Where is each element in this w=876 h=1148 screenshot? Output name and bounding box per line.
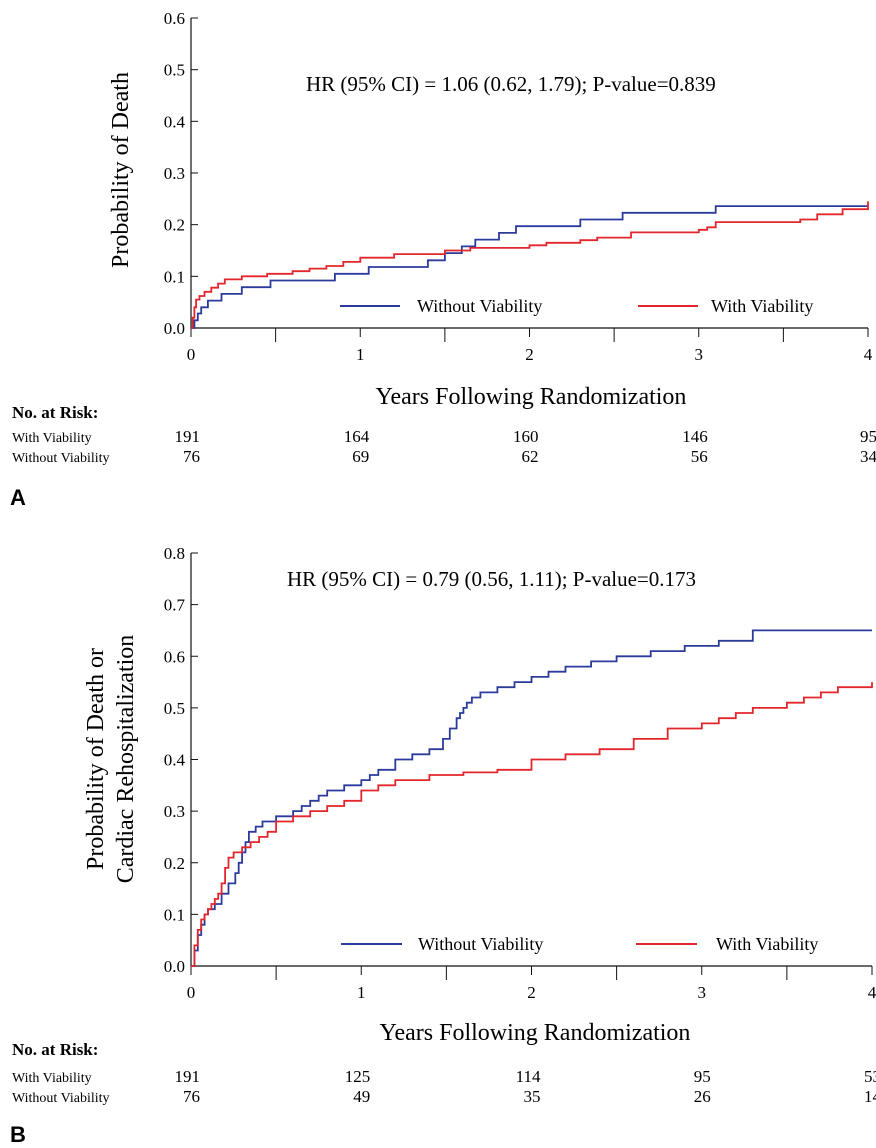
x-tick-label: 4: [868, 983, 876, 1002]
y-tick-label: 0.3: [164, 164, 185, 183]
risk-count-without: 14: [864, 1087, 876, 1106]
y-tick-label: 0.1: [164, 267, 185, 286]
risk-count-without: 62: [522, 447, 539, 466]
y-tick-label: 0.4: [164, 112, 186, 131]
risk-count-with: 125: [345, 1067, 371, 1086]
y-axis-title: Probability of Death or: [83, 648, 109, 870]
y-tick-label: 0.6: [164, 647, 185, 666]
x-tick-label: 3: [698, 983, 707, 1002]
risk-label-without: Without Viability: [12, 1091, 110, 1106]
risk-count-without: 35: [524, 1087, 541, 1106]
km-curve-with-viability: [191, 682, 873, 967]
y-tick-label: 0.7: [164, 596, 186, 615]
risk-count-with: 191: [175, 1067, 201, 1086]
x-tick-label: 0: [187, 345, 196, 364]
risk-label-without: Without Viability: [12, 451, 110, 466]
x-axis-title: Years Following Randomization: [376, 384, 687, 410]
x-tick-label: 3: [695, 345, 704, 364]
y-tick-label: 0.2: [164, 216, 185, 235]
y-tick-label: 0.4: [164, 751, 186, 770]
risk-count-with: 164: [344, 427, 370, 446]
y-tick-label: 0.0: [164, 957, 185, 976]
risk-count-without: 26: [694, 1087, 711, 1106]
panel-letter: B: [10, 1122, 26, 1147]
y-tick-label: 0.5: [164, 699, 185, 718]
hr-annotation: HR (95% CI) = 0.79 (0.56, 1.11); P-value…: [287, 567, 696, 591]
legend-label-with: With Viability: [716, 934, 818, 954]
km-curve-without-viability: [191, 205, 868, 329]
x-tick-label: 4: [864, 345, 873, 364]
y-tick-label: 0.6: [164, 9, 185, 28]
y-tick-label: 0.2: [164, 854, 185, 873]
panel-letter: A: [10, 485, 26, 510]
y-tick-label: 0.8: [164, 544, 185, 563]
legend-label-with: With Viability: [711, 296, 813, 316]
x-axis-title: Years Following Randomization: [380, 1020, 691, 1046]
risk-count-without: 69: [352, 447, 369, 466]
km-curve-without-viability: [191, 629, 872, 967]
y-tick-label: 0.3: [164, 802, 185, 821]
risk-count-without: 56: [691, 447, 708, 466]
y-axis-title: Cardiac Rehospitalization: [113, 635, 139, 884]
x-tick-label: 0: [187, 983, 196, 1002]
risk-count-without: 76: [183, 447, 200, 466]
risk-count-without: 34: [860, 447, 876, 466]
y-tick-label: 0.0: [164, 319, 185, 338]
risk-count-with: 114: [516, 1067, 541, 1086]
risk-label-with: With Viability: [12, 1071, 92, 1086]
risk-count-with: 95: [860, 427, 876, 446]
x-tick-label: 1: [357, 983, 366, 1002]
risk-count-with: 191: [175, 427, 201, 446]
y-tick-label: 0.5: [164, 61, 185, 80]
risk-count-without: 49: [353, 1087, 370, 1106]
risk-heading: No. at Risk:: [12, 403, 98, 422]
risk-label-with: With Viability: [12, 431, 92, 446]
risk-heading: No. at Risk:: [12, 1040, 98, 1059]
km-curve-with-viability: [191, 201, 869, 329]
y-axis-title: Probability of Death: [108, 72, 134, 268]
legend-label-without: Without Viability: [417, 296, 542, 316]
risk-count-with: 160: [513, 427, 539, 446]
y-tick-label: 0.1: [164, 905, 185, 924]
x-tick-label: 2: [527, 983, 536, 1002]
x-tick-label: 2: [525, 345, 534, 364]
panel-b: 0.0 0.1 0.2 0.3 0.4 0.5 0.6 0.7 0.8 0 1 2 3 4 Years Fo…: [10, 544, 876, 1147]
risk-count-with: 53: [864, 1067, 876, 1086]
legend-label-without: Without Viability: [418, 934, 543, 954]
risk-count-with: 95: [694, 1067, 711, 1086]
hr-annotation: HR (95% CI) = 1.06 (0.62, 1.79); P-value…: [306, 72, 716, 96]
risk-count-with: 146: [682, 427, 708, 446]
risk-count-without: 76: [183, 1087, 200, 1106]
x-tick-label: 1: [356, 345, 365, 364]
